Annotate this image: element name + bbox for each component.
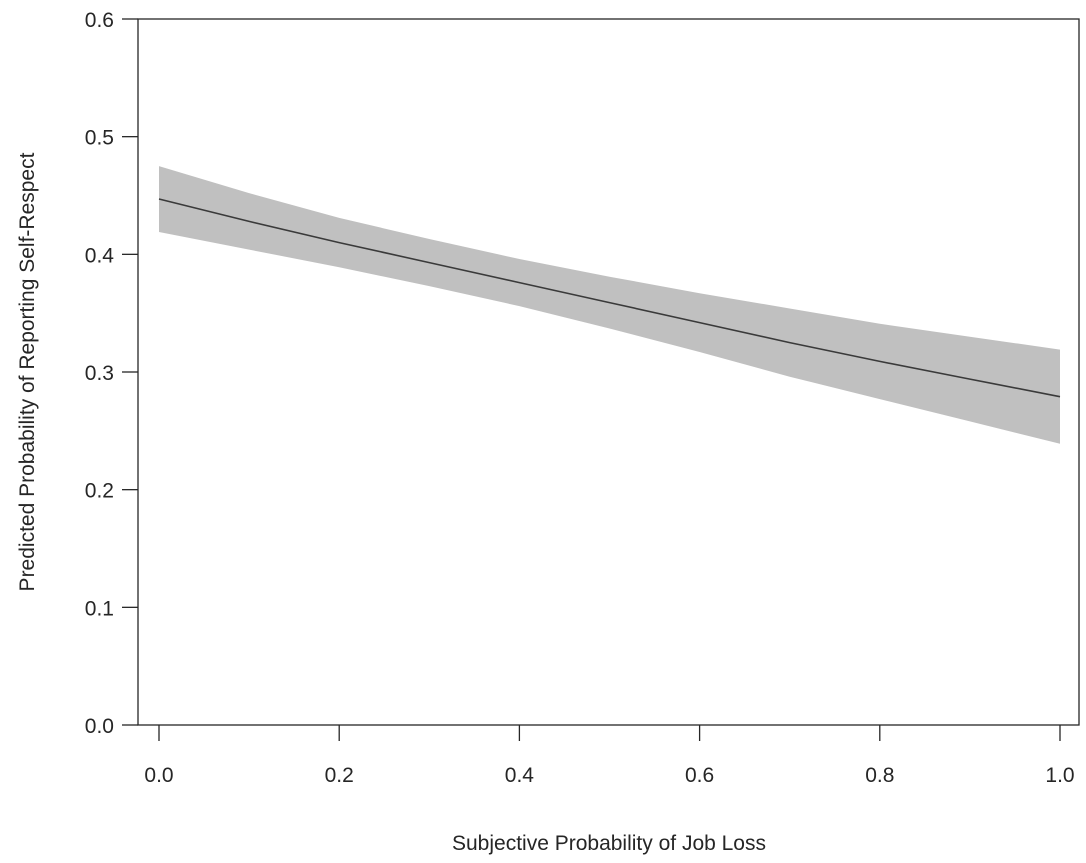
y-tick-label: 0.5 [85, 127, 114, 150]
y-axis-title: Predicted Probability of Reporting Self-… [16, 152, 39, 591]
y-tick-label: 0.1 [85, 597, 114, 620]
y-tick-label: 0.0 [85, 715, 114, 738]
x-tick-label: 0.6 [685, 764, 714, 787]
y-tick-label: 0.2 [85, 480, 114, 503]
x-tick-label: 1.0 [1045, 764, 1074, 787]
y-axis: 0.0 0.1 0.2 0.3 0.4 0.5 0.6 [85, 9, 138, 738]
x-axis-title: Subjective Probability of Job Loss [452, 832, 766, 855]
series-line [158, 198, 1061, 398]
x-tick-label: 0.8 [865, 764, 894, 787]
x-axis: 0.0 0.2 0.4 0.6 0.8 1.0 [144, 725, 1075, 787]
y-tick-label: 0.4 [85, 244, 115, 267]
confidence-band [159, 166, 1060, 444]
y-tick-label: 0.6 [85, 9, 114, 32]
x-tick-label: 0.0 [144, 764, 173, 787]
y-tick-label: 0.3 [85, 362, 114, 385]
x-tick-label: 0.4 [505, 764, 535, 787]
x-tick-label: 0.2 [325, 764, 354, 787]
